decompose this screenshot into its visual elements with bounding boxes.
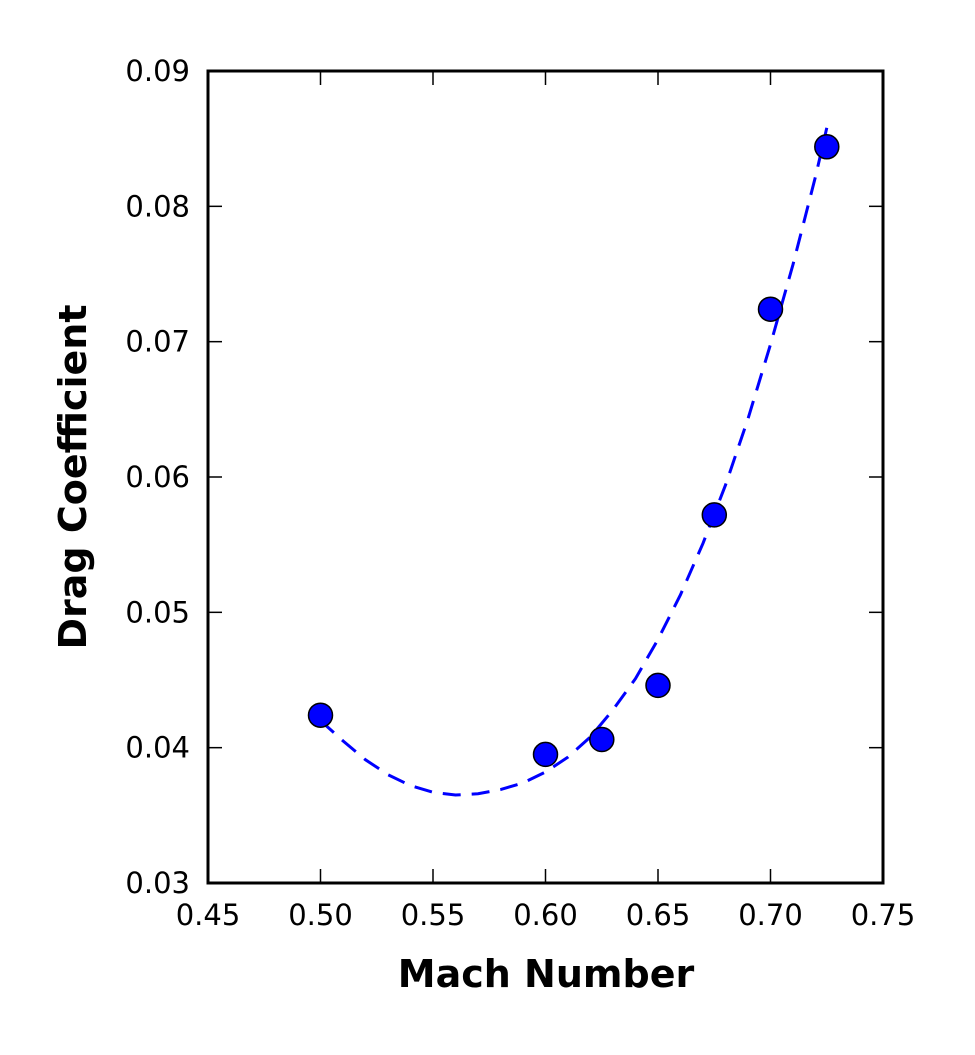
data-point bbox=[645, 672, 671, 699]
x-tick-label: 0.55 bbox=[401, 898, 466, 932]
data-point bbox=[814, 134, 840, 160]
fit-curve bbox=[319, 127, 829, 797]
y-tick-label: 0.03 bbox=[125, 866, 190, 900]
x-axis-title: Mach Number bbox=[398, 952, 695, 996]
x-tick-label: 0.65 bbox=[626, 898, 691, 932]
y-tick-label: 0.05 bbox=[125, 595, 190, 629]
y-tick-label: 0.08 bbox=[125, 189, 190, 223]
x-tick-label: 0.60 bbox=[513, 898, 578, 932]
data-point bbox=[757, 296, 784, 322]
x-tick-label: 0.75 bbox=[851, 898, 916, 932]
plot-layer bbox=[307, 127, 840, 797]
y-tick-label: 0.07 bbox=[125, 325, 190, 359]
data-point bbox=[701, 502, 728, 528]
x-tick-label: 0.45 bbox=[176, 898, 241, 932]
y-tick-label: 0.09 bbox=[125, 54, 190, 88]
x-tick-label: 0.70 bbox=[738, 898, 803, 932]
tick-layer: 0.45 0.50 0.55 0.60 0.65 0.70 0.75 0.03 0.04 0.05… bbox=[125, 54, 915, 932]
y-tick-label: 0.04 bbox=[125, 731, 190, 765]
data-point bbox=[532, 741, 559, 768]
data-point bbox=[307, 702, 334, 728]
x-tick-label: 0.50 bbox=[288, 898, 353, 932]
y-tick-label: 0.06 bbox=[125, 460, 190, 494]
y-axis-title: Drag Coefficient bbox=[51, 304, 95, 649]
data-point bbox=[589, 726, 615, 753]
